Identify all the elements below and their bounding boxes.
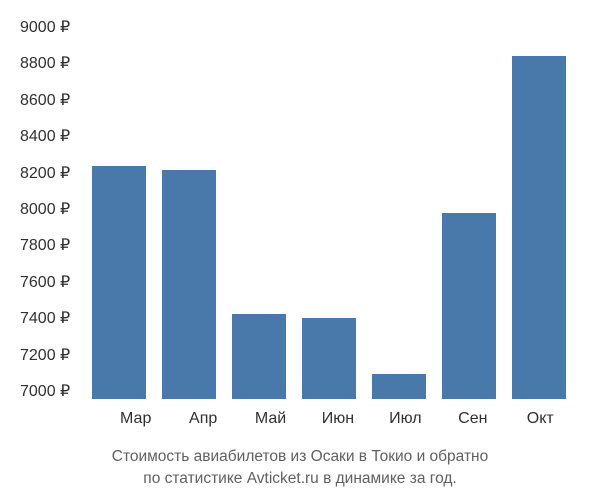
x-tick-label: Апр <box>177 410 228 428</box>
y-tick-label: 8000 ₽ <box>20 202 70 218</box>
x-tick-label: Июн <box>312 410 363 428</box>
x-tick-label: Сен <box>447 410 498 428</box>
bar <box>372 374 426 399</box>
y-tick-label: 7000 ₽ <box>20 384 70 400</box>
x-tick-label: Июл <box>380 410 431 428</box>
bar <box>302 318 356 399</box>
y-tick-label: 9000 ₽ <box>20 20 70 36</box>
y-tick-label: 7600 ₽ <box>20 275 70 291</box>
x-axis: Мар Апр Май Июн Июл Сен Окт <box>96 400 580 428</box>
y-tick-label: 8600 ₽ <box>20 93 70 109</box>
y-tick-label: 8800 ₽ <box>20 56 70 72</box>
y-tick-label: 8200 ₽ <box>20 166 70 182</box>
chart-caption: Стоимость авиабилетов из Осаки в Токио и… <box>20 446 580 489</box>
caption-line-1: Стоимость авиабилетов из Осаки в Токио и… <box>112 448 488 465</box>
x-tick-label: Окт <box>515 410 566 428</box>
caption-line-2: по статистике Avticket.ru в динамике за … <box>143 470 456 487</box>
plot-area: 9000 ₽ 8800 ₽ 8600 ₽ 8400 ₽ 8200 ₽ 8000 ₽ 7800… <box>20 20 580 400</box>
y-axis: 9000 ₽ 8800 ₽ 8600 ₽ 8400 ₽ 8200 ₽ 8000 ₽ 7800… <box>20 20 78 400</box>
bar <box>92 166 146 399</box>
x-tick-label: Мар <box>110 410 161 428</box>
y-tick-label: 8400 ₽ <box>20 129 70 145</box>
bar <box>232 314 286 399</box>
price-chart: 9000 ₽ 8800 ₽ 8600 ₽ 8400 ₽ 8200 ₽ 8000 ₽ 7800… <box>0 0 600 500</box>
bar <box>442 213 496 399</box>
y-tick-label: 7800 ₽ <box>20 238 70 254</box>
bar <box>162 170 216 399</box>
x-tick-label: Май <box>245 410 296 428</box>
bars-area <box>78 20 580 400</box>
y-tick-label: 7200 ₽ <box>20 348 70 364</box>
bar <box>512 56 566 399</box>
y-tick-label: 7400 ₽ <box>20 311 70 327</box>
